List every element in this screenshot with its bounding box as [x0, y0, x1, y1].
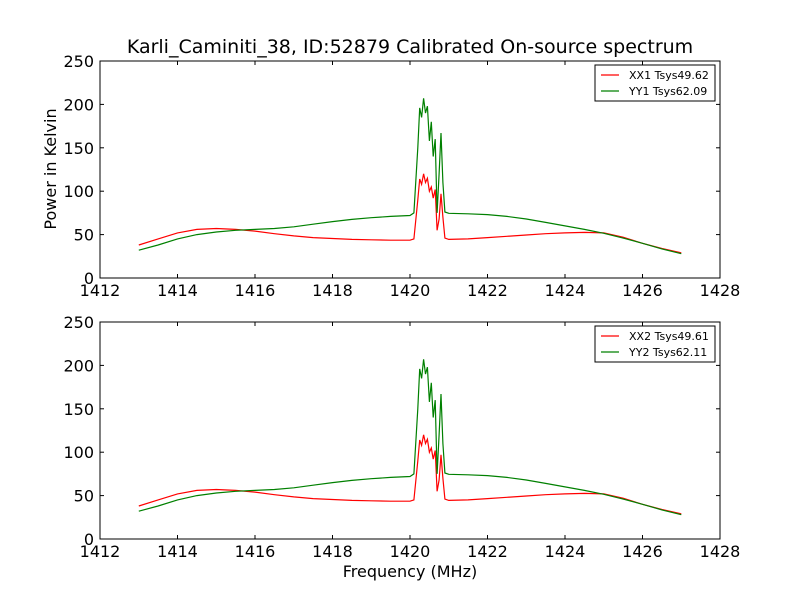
- y-tick-label: 200: [63, 356, 94, 375]
- x-tick-label: 1426: [622, 281, 663, 300]
- x-axis-label: Frequency (MHz): [343, 562, 477, 581]
- y-tick-label: 250: [63, 52, 94, 71]
- legend-entry-label: XX2 Tsys49.61: [629, 330, 709, 343]
- x-tick-label: 1428: [700, 281, 741, 300]
- x-tick-label: 1422: [467, 281, 508, 300]
- legend-box: [594, 325, 716, 363]
- x-tick-label: 1414: [157, 281, 198, 300]
- y-tick-label: 200: [63, 95, 94, 114]
- x-tick-label: 1416: [235, 542, 276, 561]
- y-tick-label: 50: [74, 487, 94, 506]
- x-tick-label: 1420: [390, 542, 431, 561]
- legend-box: [594, 64, 716, 102]
- x-tick-label: 1412: [80, 281, 121, 300]
- series-line-yy: [138, 98, 682, 255]
- x-tick-label: 1414: [157, 542, 198, 561]
- x-tick-label: 1422: [467, 542, 508, 561]
- y-tick-label: 100: [63, 443, 94, 462]
- x-tick-label: 1428: [700, 542, 741, 561]
- series-line-yy: [138, 359, 682, 516]
- bottom-plot-panel: 1412 1414 1416 1418 1420 1422 1424 1426 1428 0 50 1…: [63, 313, 740, 561]
- y-tick-label: 0: [84, 269, 94, 288]
- legend-entry-label: YY2 Tsys62.11: [628, 346, 707, 359]
- top-plot-panel: 1412 1414 1416 1418 1420 1422 1424 1426 1428 0 50 1…: [63, 52, 740, 300]
- series-line-xx: [138, 434, 682, 515]
- y-tick-label: 50: [74, 226, 94, 245]
- legend-entry-label: YY1 Tsys62.09: [628, 85, 707, 98]
- y-axis-label: Power in Kelvin: [41, 108, 60, 229]
- series-line-xx: [138, 173, 682, 254]
- x-tick-label: 1424: [545, 542, 586, 561]
- y-tick-label: 150: [63, 139, 94, 158]
- x-tick-label: 1418: [312, 542, 353, 561]
- legend-entry-label: XX1 Tsys49.62: [629, 69, 709, 82]
- y-tick-label: 0: [84, 530, 94, 549]
- y-tick-label: 250: [63, 313, 94, 332]
- y-tick-label: 150: [63, 400, 94, 419]
- x-tick-label: 1420: [390, 281, 431, 300]
- x-tick-label: 1412: [80, 542, 121, 561]
- y-tick-label: 100: [63, 182, 94, 201]
- x-tick-label: 1424: [545, 281, 586, 300]
- x-tick-label: 1418: [312, 281, 353, 300]
- chart-title: Karli_Caminiti_38, ID:52879 Calibrated O…: [127, 36, 693, 58]
- x-tick-label: 1426: [622, 542, 663, 561]
- x-tick-label: 1416: [235, 281, 276, 300]
